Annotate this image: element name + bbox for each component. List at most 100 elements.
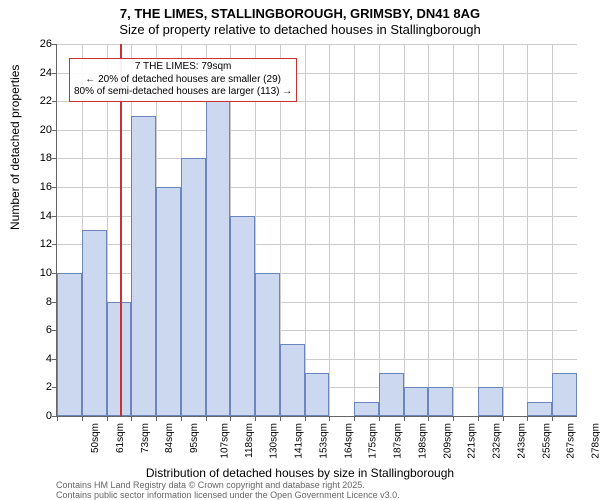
x-tick-label: 209sqm [442,423,453,459]
histogram-bar [131,116,156,416]
histogram-bar [354,402,379,416]
x-tick-mark [329,416,330,421]
x-tick-label: 130sqm [269,423,280,459]
grid-line-v [478,44,479,416]
x-tick-mark [305,416,306,421]
grid-line-v [379,44,380,416]
histogram-bar [428,387,453,416]
y-axis-label: Number of detached properties [8,65,22,230]
x-tick-mark [428,416,429,421]
y-tick-label: 14 [22,210,52,222]
y-tick-mark [52,73,57,74]
annotation-box: 7 THE LIMES: 79sqm← 20% of detached hous… [69,58,297,102]
x-tick-mark [280,416,281,421]
grid-line-v [354,44,355,416]
annotation-line3: 80% of semi-detached houses are larger (… [74,86,292,99]
chart-container: 7, THE LIMES, STALLINGBOROUGH, GRIMSBY, … [0,0,600,500]
x-tick-mark [206,416,207,421]
x-tick-mark [255,416,256,421]
y-tick-mark [52,158,57,159]
y-tick-mark [52,130,57,131]
y-tick-label: 16 [22,181,52,193]
x-tick-label: 221sqm [467,423,478,459]
grid-line-v [428,44,429,416]
x-axis-label: Distribution of detached houses by size … [0,466,600,480]
x-tick-label: 95sqm [189,423,200,453]
plot-area: 7 THE LIMES: 79sqm← 20% of detached hous… [56,44,577,417]
y-tick-label: 20 [22,124,52,136]
x-tick-mark [156,416,157,421]
x-tick-mark [181,416,182,421]
y-tick-label: 0 [22,410,52,422]
x-tick-label: 267sqm [566,423,577,459]
x-tick-label: 255sqm [541,423,552,459]
x-tick-label: 243sqm [517,423,528,459]
y-tick-mark [52,101,57,102]
x-tick-mark [527,416,528,421]
y-tick-mark [52,244,57,245]
x-tick-mark [107,416,108,421]
y-tick-label: 10 [22,267,52,279]
x-tick-label: 73sqm [140,423,151,453]
y-tick-mark [52,216,57,217]
histogram-bar [206,101,231,416]
x-tick-label: 61sqm [115,423,126,453]
histogram-bar [82,230,107,416]
x-tick-mark [82,416,83,421]
y-tick-label: 12 [22,238,52,250]
histogram-bar [181,158,206,416]
x-tick-label: 175sqm [368,423,379,459]
grid-line-v [552,44,553,416]
x-tick-mark [379,416,380,421]
x-tick-mark [131,416,132,421]
y-tick-label: 22 [22,95,52,107]
y-tick-label: 18 [22,152,52,164]
x-tick-label: 187sqm [393,423,404,459]
histogram-bar [305,373,330,416]
y-tick-label: 4 [22,353,52,365]
grid-line-v [329,44,330,416]
x-tick-mark [478,416,479,421]
x-tick-mark [453,416,454,421]
histogram-bar [552,373,577,416]
x-tick-label: 198sqm [417,423,428,459]
histogram-bar [156,187,181,416]
x-tick-mark [354,416,355,421]
x-tick-mark [57,416,58,421]
x-tick-label: 141sqm [294,423,305,459]
x-tick-mark [552,416,553,421]
x-tick-label: 50sqm [90,423,101,453]
y-tick-label: 2 [22,381,52,393]
chart-title-line2: Size of property relative to detached ho… [0,22,600,37]
y-tick-label: 6 [22,324,52,336]
x-tick-mark [404,416,405,421]
y-tick-label: 24 [22,67,52,79]
histogram-bar [57,273,82,416]
y-tick-mark [52,44,57,45]
y-tick-label: 8 [22,296,52,308]
footer-line1: Contains HM Land Registry data © Crown c… [56,480,365,490]
histogram-bar [404,387,429,416]
grid-line-v [503,44,504,416]
footer-line2: Contains public sector information licen… [56,490,400,500]
x-tick-label: 107sqm [219,423,230,459]
x-tick-label: 84sqm [164,423,175,453]
grid-line-v [305,44,306,416]
x-tick-label: 164sqm [343,423,354,459]
histogram-bar [107,302,132,416]
grid-line-v [404,44,405,416]
annotation-line2: ← 20% of detached houses are smaller (29… [74,74,292,87]
grid-line-v [453,44,454,416]
y-tick-label: 26 [22,38,52,50]
histogram-bar [280,344,305,416]
x-tick-label: 118sqm [243,423,254,458]
x-tick-label: 153sqm [318,423,329,459]
x-tick-label: 232sqm [492,423,503,459]
histogram-bar [527,402,552,416]
grid-line-v [527,44,528,416]
x-tick-label: 278sqm [591,423,600,459]
annotation-line1: 7 THE LIMES: 79sqm [74,61,292,74]
histogram-bar [478,387,503,416]
x-tick-mark [503,416,504,421]
grid-line-h [57,44,577,45]
